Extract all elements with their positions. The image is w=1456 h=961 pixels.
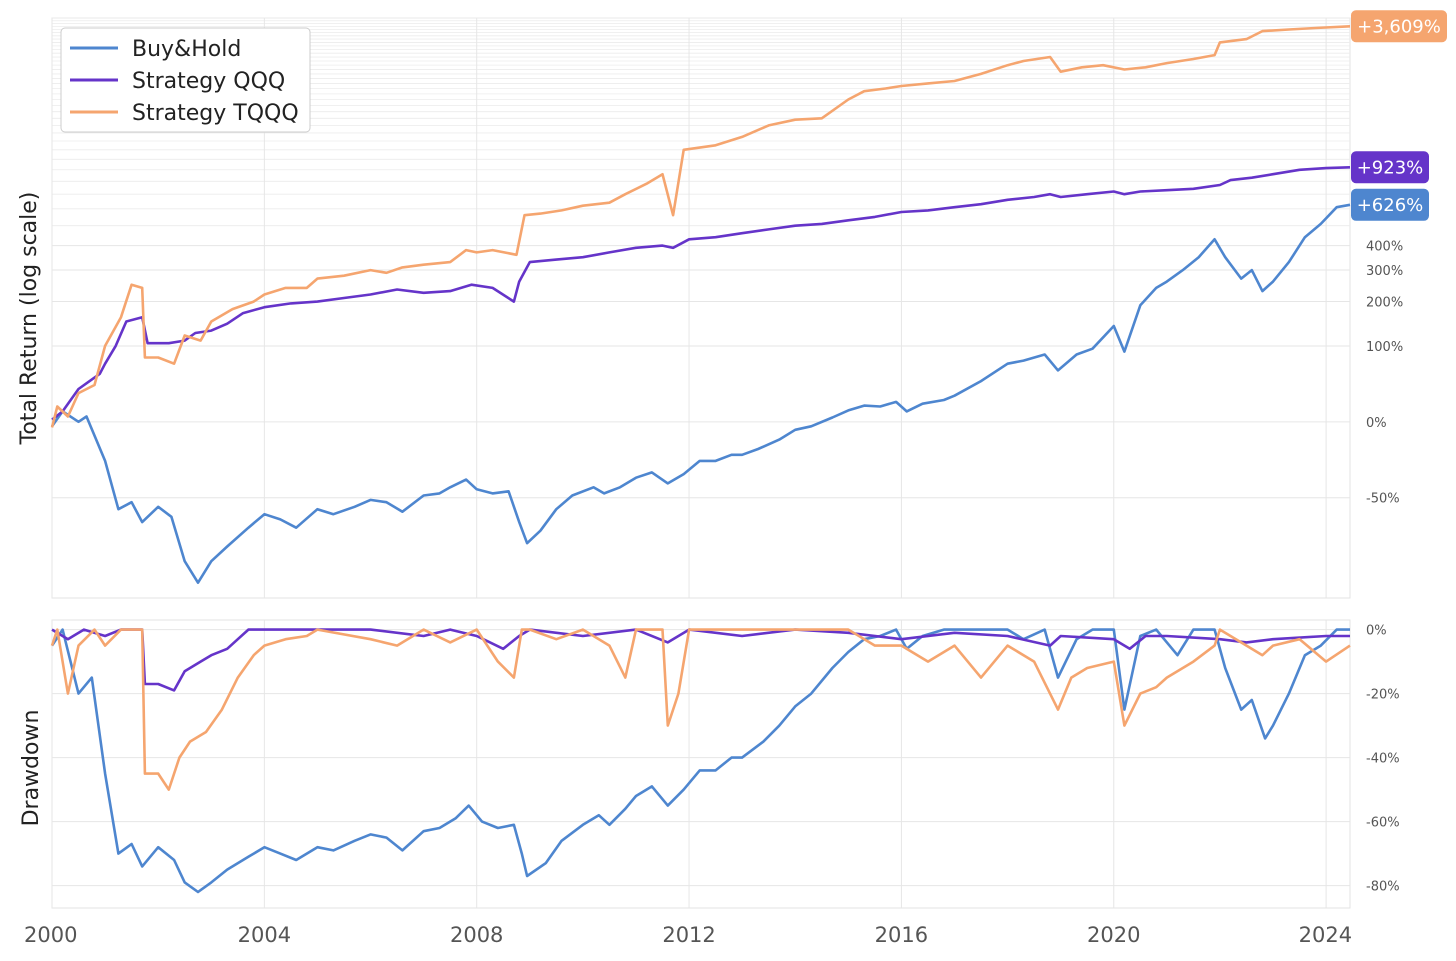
return-buy-hold-line xyxy=(50,203,1351,584)
x-tick-label: 2016 xyxy=(875,923,928,947)
end-badge-label: +3,609% xyxy=(1357,16,1441,37)
bottom-y-tick-label: -80% xyxy=(1366,880,1400,895)
top-y-tick-label: 300% xyxy=(1366,264,1403,279)
top-y-tick-label: 200% xyxy=(1366,296,1403,311)
bottom-y-axis-label: Drawdown xyxy=(19,710,44,827)
legend-label: Buy&Hold xyxy=(132,37,241,62)
top-y-tick-label: 400% xyxy=(1366,240,1403,255)
end-badge-strategy-qqq xyxy=(1351,151,1429,184)
top-y-tick-label: 100% xyxy=(1366,340,1403,355)
x-tick-label: 2020 xyxy=(1087,923,1140,947)
x-tick-label: 2012 xyxy=(662,923,715,947)
end-badge-buy-hold xyxy=(1351,188,1429,221)
bottom-y-tick-label: -60% xyxy=(1366,816,1400,831)
x-tick-label: 2008 xyxy=(450,923,503,947)
top-y-axis-label: Total Return (log scale) xyxy=(17,192,42,446)
return-strategy-qqq-line xyxy=(51,166,1351,421)
x-tick-label: 2004 xyxy=(238,923,291,947)
legend-label: Strategy QQQ xyxy=(132,69,285,94)
drawdown-strategy-tqqq-line xyxy=(50,628,1351,791)
end-badge-label: +923% xyxy=(1357,157,1424,178)
bottom-panel-series xyxy=(50,628,1351,894)
return-strategy-tqqq-line xyxy=(50,25,1351,428)
end-badge-strategy-tqqq xyxy=(1351,10,1447,43)
top-y-tick-label: 0% xyxy=(1366,416,1387,431)
legend-box xyxy=(60,27,311,133)
bottom-y-tick-label: -20% xyxy=(1366,688,1400,703)
drawdown-strategy-qqq-line xyxy=(51,628,1350,692)
legend: Buy&Hold Strategy QQQ Strategy TQQQ xyxy=(60,27,311,133)
end-value-labels: +626% +923% +3,609% xyxy=(1351,10,1447,221)
x-tick-label: 2024 xyxy=(1299,923,1352,947)
drawdown-buy-hold-line xyxy=(50,628,1350,894)
axis-labels: -50% 0% 100% 200% 300% 400% 0% -20% -40% -60% -80%… xyxy=(17,192,1403,947)
end-badge-label: +626% xyxy=(1357,195,1424,216)
x-tick-label: 2000 xyxy=(24,923,77,947)
legend-label: Strategy TQQQ xyxy=(132,101,299,126)
bottom-y-tick-label: -40% xyxy=(1366,752,1400,767)
bottom-y-tick-label: 0% xyxy=(1366,624,1387,639)
top-panel-series xyxy=(50,25,1351,584)
bottom-panel-grid xyxy=(51,619,1351,909)
top-y-tick-label: -50% xyxy=(1366,492,1400,507)
